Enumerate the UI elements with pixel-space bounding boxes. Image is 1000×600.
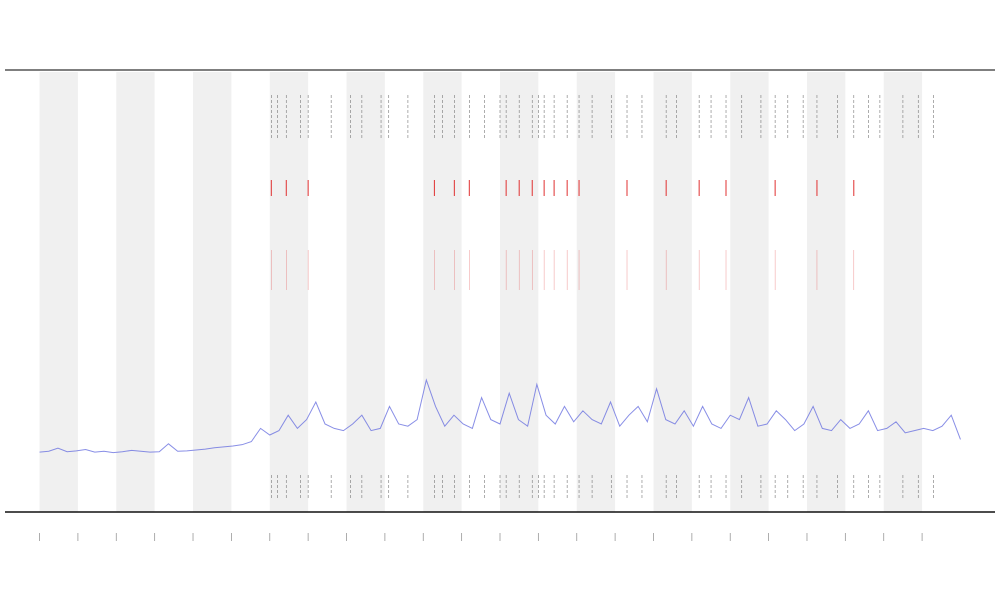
shaded-band: [653, 72, 692, 512]
shaded-band: [346, 72, 385, 512]
shaded-band: [500, 72, 539, 512]
shaded-band: [39, 72, 78, 512]
series-line: [39, 378, 961, 454]
shaded-band: [576, 72, 616, 512]
shaded-band: [806, 72, 846, 512]
shaded-band: [730, 72, 769, 512]
shaded-band: [423, 72, 462, 512]
shaded-band: [269, 72, 309, 512]
shaded-band: [193, 72, 232, 512]
shaded-band: [883, 72, 923, 512]
plot: [39, 72, 961, 541]
layer: [39, 72, 961, 541]
shaded-band: [116, 72, 155, 512]
